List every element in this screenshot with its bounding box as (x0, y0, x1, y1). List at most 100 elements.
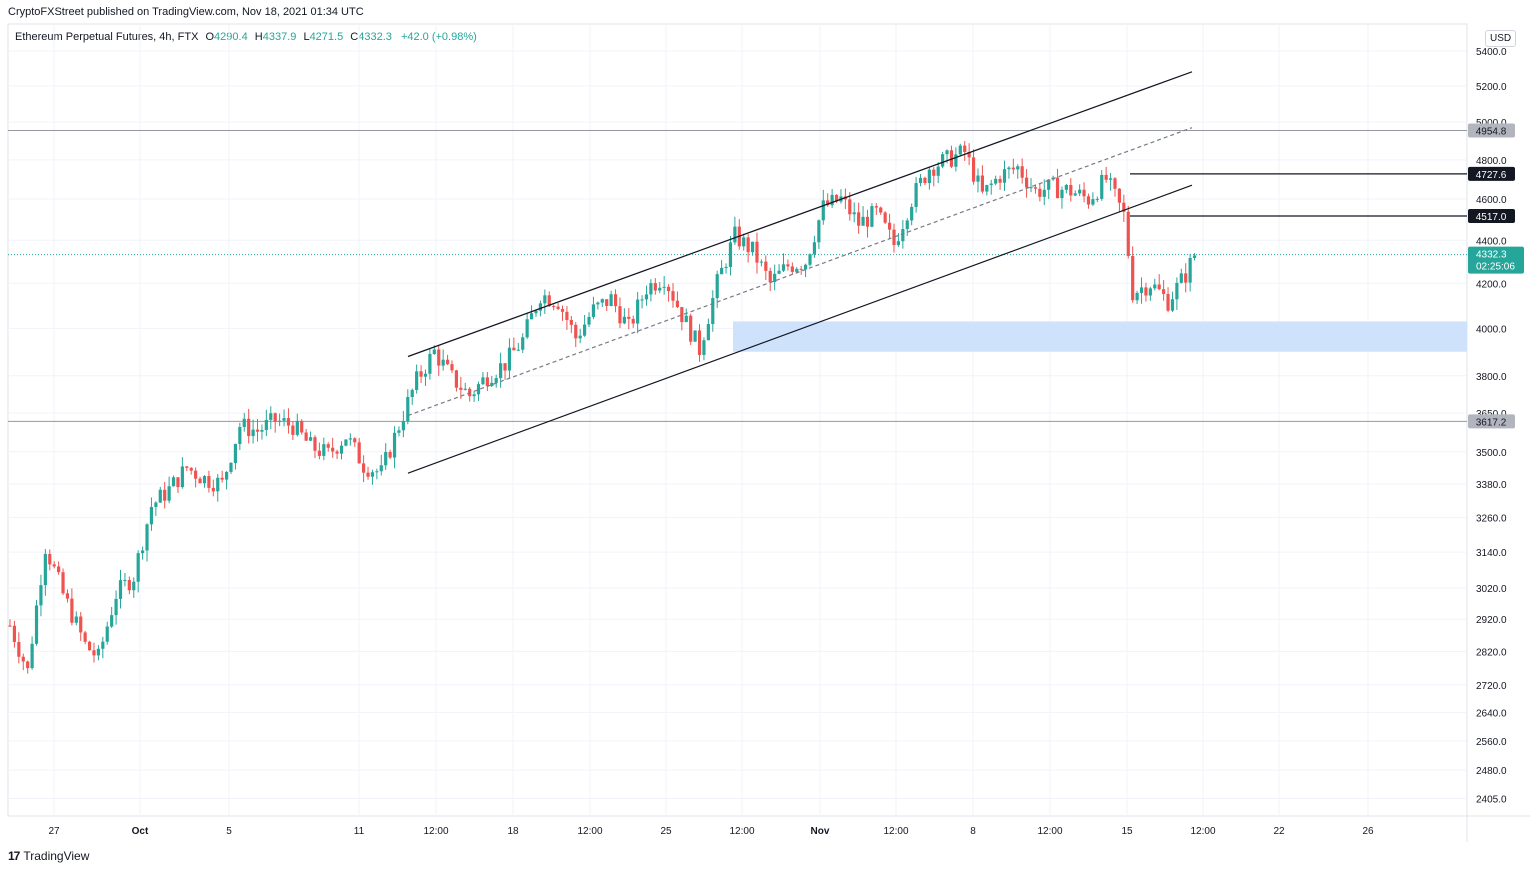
symbol-title: Ethereum Perpetual Futures, 4h, FTX (15, 31, 199, 43)
candle-body (127, 580, 131, 591)
candle-body (105, 626, 109, 642)
y-tick-label: 2640.0 (1476, 708, 1507, 719)
candle-body (565, 311, 569, 320)
high-label: H (254, 31, 263, 43)
candle-body (1025, 177, 1029, 188)
candle-body (914, 183, 918, 207)
candle-body (326, 444, 330, 448)
candle-body (357, 442, 361, 464)
candle-body (861, 216, 865, 226)
candle-body (282, 418, 286, 421)
last-price-label: 4332.3 (1476, 250, 1507, 261)
publisher-line: CryptoFXStreet published on TradingView.… (8, 6, 364, 18)
candle-body (795, 268, 799, 272)
candle-body (65, 593, 70, 599)
candle-body (1139, 287, 1144, 293)
x-tick-label: 12:00 (1190, 826, 1215, 837)
y-tick-label: 2820.0 (1476, 647, 1507, 658)
candle-body (896, 241, 901, 246)
candle-body (958, 145, 962, 155)
candle-body (1117, 188, 1122, 203)
candle-body (176, 477, 180, 488)
candle-body (640, 299, 644, 301)
candle-body (229, 462, 233, 472)
x-tick-label: 25 (660, 826, 672, 837)
candle-body (552, 306, 556, 308)
candle-body (905, 220, 909, 230)
candle-body (503, 363, 507, 371)
candle-body (932, 169, 936, 176)
high-value: 4337.9 (262, 31, 297, 43)
candle-body (764, 261, 768, 271)
candle-body (273, 413, 277, 422)
candle-body (384, 452, 388, 466)
candle-body (556, 306, 560, 309)
candle-body (1047, 179, 1051, 190)
candle-body (693, 330, 697, 342)
candle-body (857, 212, 861, 226)
candle-body (1091, 199, 1095, 205)
candle-body (702, 340, 706, 355)
demand-zone (733, 321, 1467, 352)
candle-body (163, 489, 167, 501)
candle-body (101, 641, 105, 649)
candle-body (821, 200, 825, 221)
channel-lower-line (407, 184, 1193, 474)
tradingview-brand: TradingView (23, 849, 90, 863)
candle-body (1188, 257, 1192, 283)
candle-body (339, 445, 344, 454)
x-tick-label: 12:00 (1037, 826, 1062, 837)
candle-body (1113, 178, 1117, 189)
candle-body (70, 598, 74, 623)
candle-body (720, 267, 724, 275)
candle-body (392, 432, 397, 458)
candle-body (826, 200, 830, 206)
level-badge-label: 4954.8 (1476, 127, 1507, 138)
candle-body (1144, 287, 1148, 296)
candle-body (560, 308, 565, 312)
candle-body (362, 463, 366, 473)
candle-body (1157, 284, 1161, 290)
x-tick-label: 8 (970, 826, 976, 837)
candle-body (636, 299, 640, 324)
y-tick-label: 4200.0 (1476, 279, 1507, 290)
candle-body (516, 349, 520, 351)
candle-body (631, 318, 635, 324)
x-tick-label: 12:00 (883, 826, 908, 837)
candle-body (1148, 288, 1152, 296)
candle-body (317, 450, 321, 456)
candle-body (574, 324, 578, 339)
candle-body (733, 226, 737, 243)
candle-body (437, 349, 441, 366)
y-tick-label: 3800.0 (1476, 372, 1507, 383)
y-tick-label: 4400.0 (1476, 236, 1507, 247)
candle-body (521, 337, 525, 350)
candle-body (388, 452, 392, 458)
candle-body (1060, 189, 1064, 199)
currency-button[interactable]: USD (1485, 30, 1517, 47)
candle-body (295, 420, 299, 435)
candle-body (463, 388, 467, 390)
candle-body (680, 307, 684, 323)
change-value: +42.0 (+0.98%) (400, 31, 477, 43)
candle-body (887, 222, 892, 230)
candle-body (39, 585, 43, 606)
candle-body (883, 212, 887, 223)
candle-body (918, 177, 923, 184)
candle-body (870, 206, 874, 227)
candle-body (715, 274, 719, 299)
open-value: 4290.4 (214, 31, 248, 43)
level-badge-label: 4727.6 (1476, 170, 1507, 181)
candle-body (879, 207, 883, 213)
candle-body (291, 425, 295, 435)
symbol-legend: Ethereum Perpetual Futures, 4h, FTX O429… (15, 31, 477, 43)
y-tick-label: 3380.0 (1476, 480, 1507, 491)
candle-body (936, 166, 940, 176)
candle-body (790, 266, 794, 272)
candle-body (21, 656, 25, 662)
y-tick-label: 3260.0 (1476, 513, 1507, 524)
candle-body (459, 387, 463, 390)
candle-body (591, 304, 596, 317)
candle-body (1179, 273, 1183, 283)
